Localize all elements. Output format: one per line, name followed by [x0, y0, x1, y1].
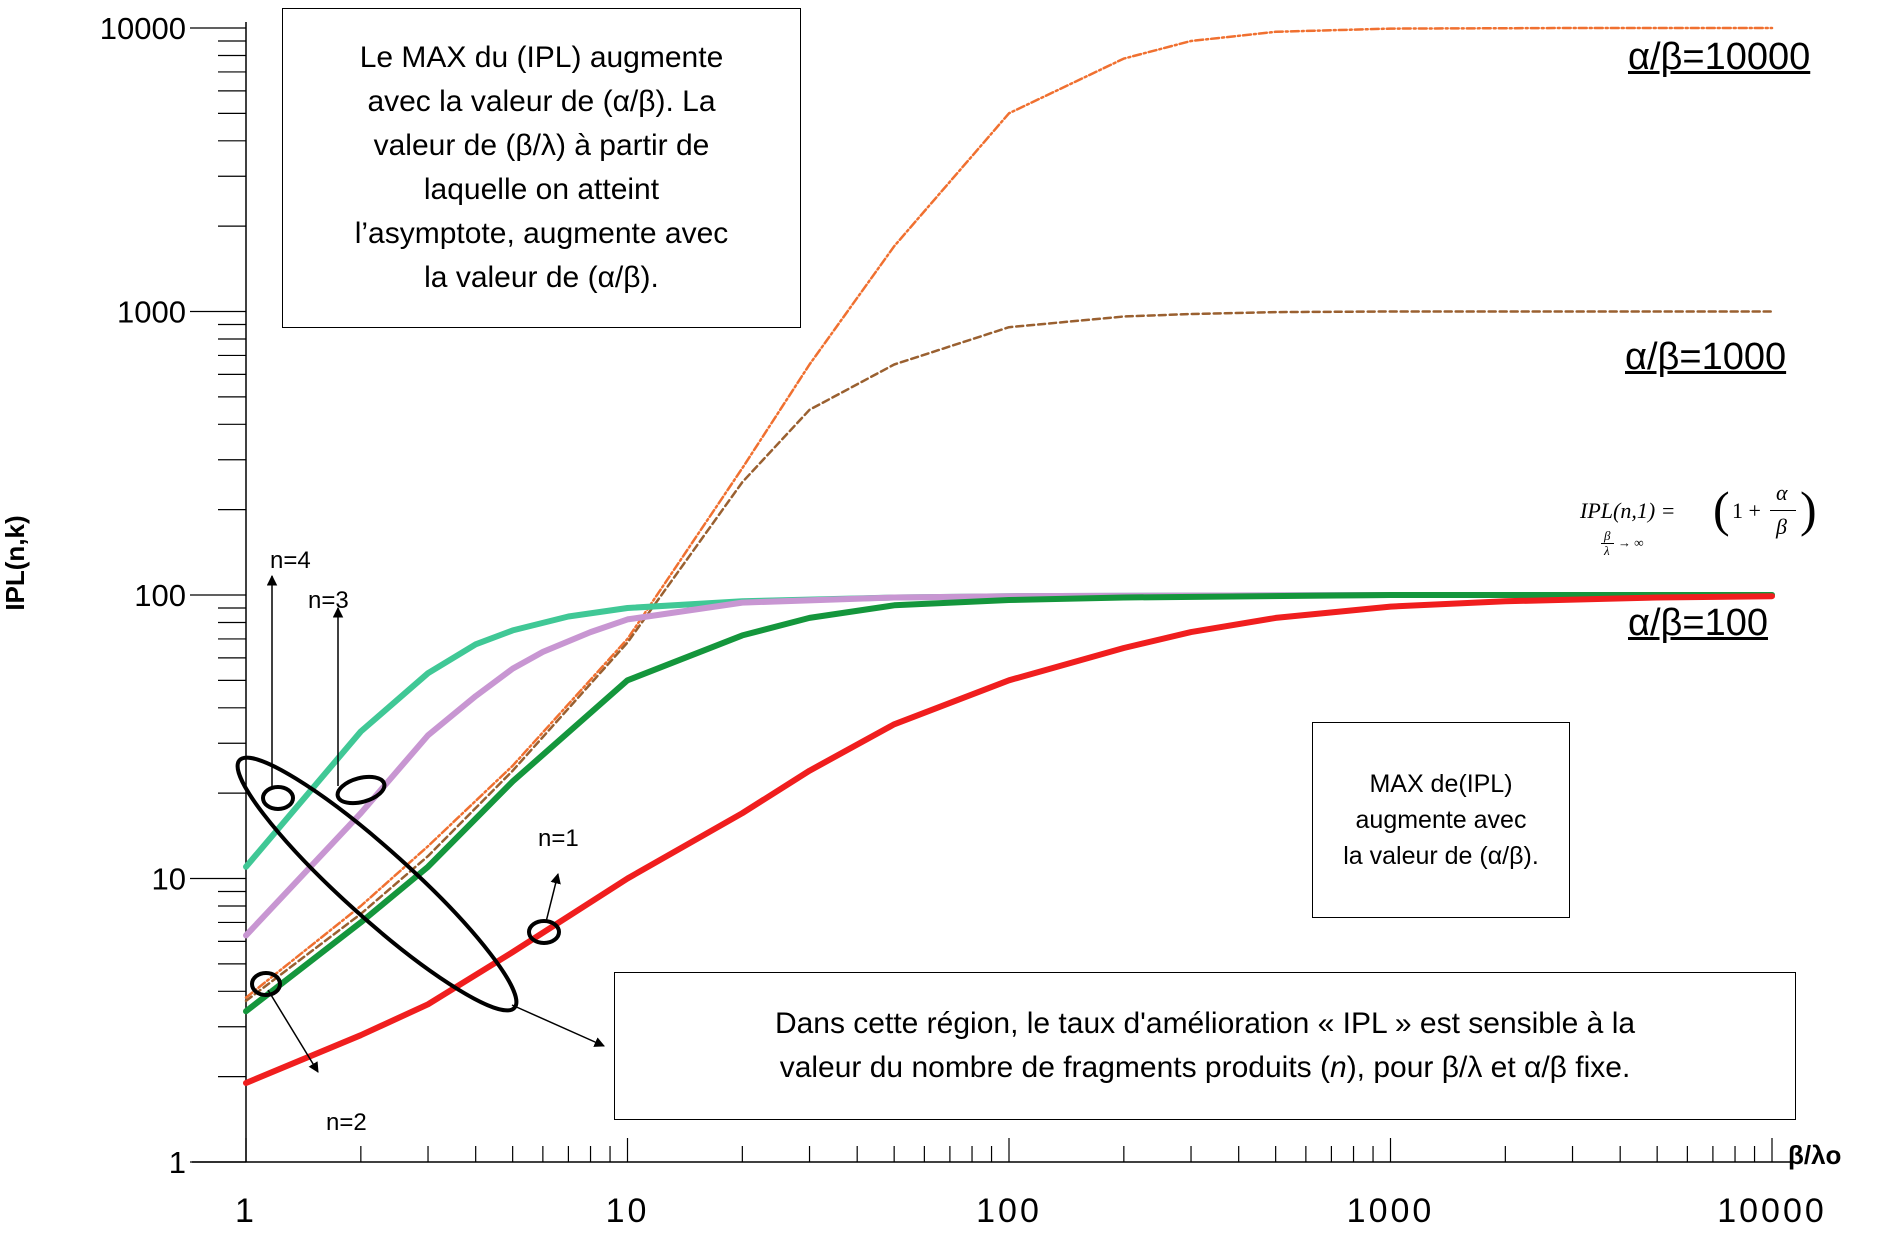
chart-annotations: n=1 n=2 n=3 n=4: [235, 547, 605, 1136]
annotation-box-bottom: Dans cette région, le taux d'amélioratio…: [614, 972, 1796, 1120]
series-line-n3: [243, 592, 1775, 939]
arrow-n1: [545, 872, 561, 923]
x-tick-label: 1000: [1347, 1192, 1435, 1230]
y-tick-label: 1000: [117, 295, 186, 330]
series-label-ab10000: α/β=10000: [1628, 36, 1811, 78]
arrow-n2: [267, 989, 319, 1073]
annotation-box-right: MAX de(IPL) augmente avec la valeur de (…: [1312, 722, 1570, 918]
y-axis-title: IPL(n,k): [0, 515, 30, 611]
n-label: n=2: [326, 1109, 367, 1136]
formula-sub-beta: β: [1604, 528, 1611, 543]
n-label: n=3: [308, 587, 349, 614]
series-line-ab1000: [244, 310, 1774, 1003]
x-tick-label: 1: [235, 1192, 257, 1230]
formula-sub-arrow: → ∞: [1618, 535, 1644, 550]
box-bottom-text-pre: Dans cette région, le taux d'amélioratio…: [774, 1007, 1636, 1084]
chart-axes: 1 10 100 1000 10000 1 10 100 1000 10000: [100, 11, 1827, 1230]
series-line-ab10000: [244, 26, 1774, 999]
asymptote-formula: IPL(n,1) = ( 1 + α β ) β λ → ∞: [1580, 480, 1830, 560]
formula-fraction-bar: [1770, 510, 1796, 511]
region-ellipse: [235, 755, 519, 1013]
marker-ellipse-n2: [250, 971, 282, 997]
x-tick-label: 10: [606, 1192, 650, 1230]
n-label: n=4: [270, 547, 311, 574]
arrow-region: [511, 1004, 605, 1047]
x-axis-title: β/λo: [1788, 1140, 1842, 1170]
formula-sub-lambda: λ: [1604, 543, 1610, 558]
marker-ellipse-n3: [335, 774, 387, 806]
series-line-n1: [243, 593, 1775, 1086]
formula-beta: β: [1776, 514, 1787, 539]
formula-sub-bar: [1601, 543, 1614, 544]
n-label: n=1: [538, 825, 579, 852]
formula-paren-left: (: [1713, 481, 1730, 537]
box-bottom-text: Dans cette région, le taux d'amélioratio…: [775, 1002, 1635, 1090]
chart-series: [243, 26, 1775, 1086]
formula-one: 1 +: [1732, 498, 1761, 523]
y-tick-label: 10000: [100, 11, 186, 46]
x-tick-label: 10000: [1717, 1192, 1827, 1230]
x-tick-label: 100: [976, 1192, 1042, 1230]
box-bottom-text-n: n: [1330, 1051, 1347, 1084]
y-tick-label: 10: [152, 862, 186, 897]
y-tick-label: 1: [169, 1145, 186, 1180]
annotation-box-top: Le MAX du (IPL) augmente avec la valeur …: [282, 8, 801, 328]
y-tick-label: 100: [134, 578, 186, 613]
marker-ellipse-n4: [261, 785, 295, 811]
series-label-ab100: α/β=100: [1628, 602, 1768, 644]
box-bottom-text-post: ), pour β/λ et α/β fixe.: [1346, 1051, 1631, 1084]
formula-alpha: α: [1776, 480, 1788, 505]
formula-paren-right: ): [1800, 481, 1817, 537]
marker-ellipse-n1: [527, 919, 561, 945]
series-label-ab1000: α/β=1000: [1625, 336, 1787, 378]
formula-lhs: IPL(n,1) =: [1580, 498, 1676, 523]
